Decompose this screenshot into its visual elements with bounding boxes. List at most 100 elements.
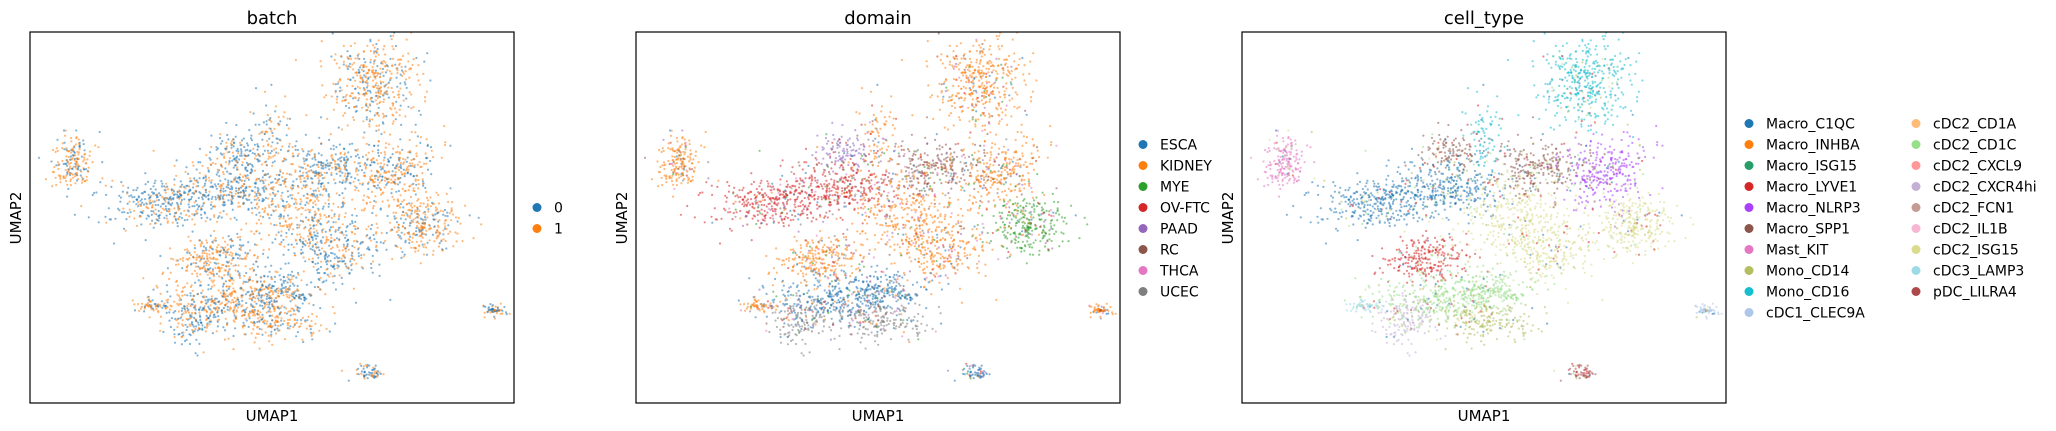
scatter-point <box>417 216 420 219</box>
scatter-point <box>307 208 310 211</box>
scatter-point <box>831 141 834 144</box>
scatter-point <box>354 79 357 82</box>
scatter-point <box>229 217 232 220</box>
scatter-point <box>244 293 247 296</box>
scatter-point <box>377 170 380 173</box>
scatter-point <box>408 164 411 168</box>
scatter-point <box>941 62 944 65</box>
scatter-point <box>222 283 225 286</box>
scatter-point <box>269 156 272 159</box>
scatter-point <box>878 185 881 189</box>
scatter-point <box>173 300 176 303</box>
scatter-point <box>355 214 358 217</box>
scatter-point <box>1014 68 1017 71</box>
scatter-point <box>343 215 346 219</box>
scatter-point <box>276 181 279 184</box>
scatter-point <box>365 104 368 107</box>
scatter-point <box>381 112 385 115</box>
scatter-point <box>373 161 376 164</box>
scatter-point <box>198 342 201 345</box>
scatter-point <box>368 123 371 126</box>
scatter-point <box>395 76 398 79</box>
scatter-point <box>365 79 368 82</box>
scatter-point <box>251 309 254 312</box>
scatter-point <box>998 91 1001 94</box>
scatter-point <box>426 204 429 207</box>
scatter-point <box>968 50 971 53</box>
scatter-point <box>298 295 301 298</box>
scatter-point <box>418 209 421 212</box>
scatter-point <box>183 308 186 311</box>
scatter-point <box>419 205 422 208</box>
scatter-point <box>286 327 289 330</box>
scatter-point <box>400 170 403 174</box>
scatter-point <box>364 81 367 84</box>
scatter-point <box>214 308 217 311</box>
scatter-point <box>965 77 968 80</box>
scatter-point <box>258 123 261 126</box>
scatter-point <box>263 274 266 278</box>
scatter-point <box>317 256 320 259</box>
scatter-point <box>286 226 289 229</box>
scatter-point <box>160 211 163 214</box>
scatter-point <box>76 150 79 153</box>
scatter-point <box>395 230 398 234</box>
scatter-point <box>1023 64 1026 67</box>
scatter-point <box>404 83 407 86</box>
scatter-point <box>302 294 305 297</box>
scatter-point <box>269 152 272 155</box>
scatter-point <box>373 185 376 188</box>
scatter-point <box>218 270 221 273</box>
scatter-point <box>251 267 254 270</box>
scatter-point <box>268 297 271 300</box>
scatter-point <box>170 198 173 201</box>
scatter-point <box>376 72 380 75</box>
scatter-point <box>151 205 154 209</box>
scatter-point <box>461 240 464 243</box>
scatter-point <box>283 338 286 341</box>
scatter-point <box>357 248 360 251</box>
scatter-point <box>857 152 860 155</box>
scatter-point <box>231 252 234 255</box>
scatter-point <box>239 246 242 249</box>
scatter-point <box>989 45 992 48</box>
scatter-point <box>273 300 277 303</box>
scatter-point <box>184 310 187 313</box>
scatter-point <box>902 223 905 226</box>
scatter-point <box>277 292 280 295</box>
scatter-point <box>264 179 267 182</box>
scatter-point <box>841 187 844 190</box>
scatter-point <box>109 218 112 221</box>
scatter-point <box>207 170 210 173</box>
scatter-point <box>375 370 378 373</box>
scatter-point <box>153 212 156 215</box>
scatter-point <box>269 290 272 293</box>
scatter-point <box>313 216 316 219</box>
scatter-point <box>404 70 407 73</box>
scatter-point <box>267 152 270 155</box>
scatter-point <box>133 195 136 199</box>
scatter-point <box>252 112 255 115</box>
scatter-point <box>227 186 230 189</box>
scatter-point <box>239 235 242 239</box>
scatter-point <box>287 321 290 325</box>
scatter-point <box>251 207 254 210</box>
scatter-point <box>336 267 339 270</box>
scatter-point <box>284 289 287 292</box>
scatter-point <box>317 189 320 193</box>
scatter-point <box>295 242 298 245</box>
scatter-point <box>298 307 301 310</box>
scatter-point <box>127 186 130 189</box>
scatter-point <box>403 183 406 186</box>
scatter-point <box>307 238 311 241</box>
scatter-point <box>181 319 184 322</box>
scatter-point <box>314 189 317 192</box>
scatter-point <box>998 34 1001 37</box>
scatter-point <box>157 309 160 313</box>
scatter-point <box>307 235 310 238</box>
scatter-point <box>256 177 259 180</box>
scatter-point <box>398 151 401 154</box>
scatter-point <box>206 269 209 272</box>
scatter-point <box>177 322 180 325</box>
scatter-point <box>951 93 954 97</box>
